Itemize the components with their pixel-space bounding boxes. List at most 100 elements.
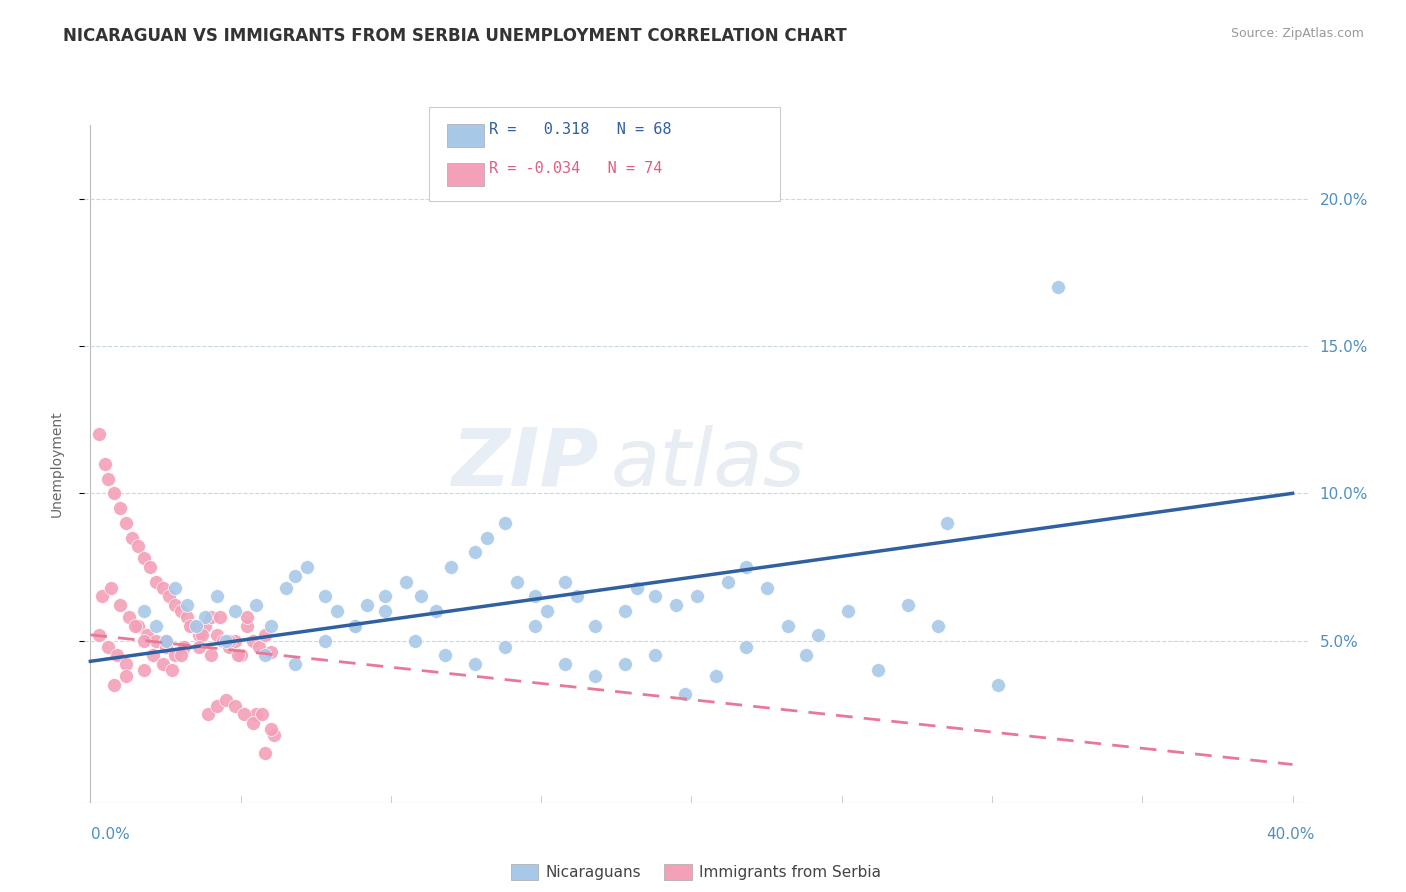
Point xyxy=(253,628,276,642)
Point xyxy=(142,648,165,663)
Point xyxy=(211,633,233,648)
Point xyxy=(115,516,138,530)
Point xyxy=(194,610,217,624)
Point xyxy=(1047,280,1070,294)
Point xyxy=(567,590,589,604)
Point xyxy=(506,574,529,589)
Point xyxy=(897,599,920,613)
Point xyxy=(200,648,222,663)
Point xyxy=(626,581,648,595)
Point xyxy=(89,628,111,642)
Text: R = -0.034   N = 74: R = -0.034 N = 74 xyxy=(489,161,662,176)
Point xyxy=(139,560,162,574)
Point xyxy=(134,633,156,648)
Legend: Nicaraguans, Immigrants from Serbia: Nicaraguans, Immigrants from Serbia xyxy=(505,858,887,886)
Point xyxy=(127,540,149,554)
Point xyxy=(224,698,246,713)
Point xyxy=(927,619,949,633)
Point xyxy=(145,574,167,589)
Text: 40.0%: 40.0% xyxy=(1267,827,1315,841)
Point xyxy=(181,619,204,633)
Point xyxy=(187,640,209,654)
Point xyxy=(103,678,125,692)
Point xyxy=(434,648,457,663)
Point xyxy=(115,657,138,672)
Point xyxy=(145,619,167,633)
Point xyxy=(464,545,486,559)
Point xyxy=(200,610,222,624)
Point xyxy=(524,590,547,604)
Point xyxy=(776,619,799,633)
Point xyxy=(644,648,666,663)
Point xyxy=(91,590,114,604)
Point xyxy=(121,531,143,545)
Point xyxy=(734,640,756,654)
Point xyxy=(169,648,191,663)
Point xyxy=(214,692,236,706)
Point xyxy=(807,628,830,642)
Point xyxy=(583,669,606,683)
Point xyxy=(734,560,756,574)
Point xyxy=(284,657,307,672)
Text: Source: ZipAtlas.com: Source: ZipAtlas.com xyxy=(1230,27,1364,40)
Point xyxy=(100,581,122,595)
Point xyxy=(554,657,576,672)
Point xyxy=(134,551,156,566)
Point xyxy=(94,457,117,471)
Point xyxy=(155,633,177,648)
Point xyxy=(181,619,204,633)
Point xyxy=(475,531,498,545)
Point xyxy=(242,633,264,648)
Point xyxy=(524,619,547,633)
Point xyxy=(97,640,120,654)
Point xyxy=(235,610,257,624)
Point xyxy=(229,648,252,663)
Point xyxy=(176,610,198,624)
Point xyxy=(110,599,132,613)
Point xyxy=(356,599,378,613)
Point xyxy=(187,628,209,642)
Text: R =   0.318   N = 68: R = 0.318 N = 68 xyxy=(489,122,672,136)
Point xyxy=(343,619,366,633)
Point xyxy=(214,633,236,648)
Text: atlas: atlas xyxy=(610,425,806,503)
Point xyxy=(205,698,228,713)
Point xyxy=(152,581,174,595)
Point xyxy=(245,707,267,722)
Point xyxy=(837,604,859,618)
Point xyxy=(163,648,186,663)
Point xyxy=(208,610,231,624)
Point xyxy=(274,581,297,595)
Point xyxy=(409,590,432,604)
Point xyxy=(260,619,283,633)
Text: NICARAGUAN VS IMMIGRANTS FROM SERBIA UNEMPLOYMENT CORRELATION CHART: NICARAGUAN VS IMMIGRANTS FROM SERBIA UNE… xyxy=(63,27,846,45)
Point xyxy=(245,599,267,613)
Point xyxy=(115,669,138,683)
Point xyxy=(260,645,283,659)
Point xyxy=(224,633,246,648)
Point xyxy=(152,657,174,672)
Point xyxy=(103,486,125,500)
Point xyxy=(173,640,195,654)
Point xyxy=(232,707,254,722)
Point xyxy=(110,501,132,516)
Point xyxy=(247,640,270,654)
Point xyxy=(494,640,516,654)
Point xyxy=(224,604,246,618)
Point xyxy=(314,633,336,648)
Point xyxy=(935,516,957,530)
Point xyxy=(755,581,778,595)
Point xyxy=(205,628,228,642)
Point xyxy=(160,663,183,677)
Point xyxy=(163,599,186,613)
Point xyxy=(284,569,307,583)
Point xyxy=(704,669,727,683)
Point xyxy=(97,472,120,486)
Point xyxy=(194,619,217,633)
Point xyxy=(118,610,141,624)
Point xyxy=(218,633,240,648)
Point xyxy=(554,574,576,589)
Point xyxy=(866,663,889,677)
Point xyxy=(179,619,201,633)
Point xyxy=(197,707,219,722)
